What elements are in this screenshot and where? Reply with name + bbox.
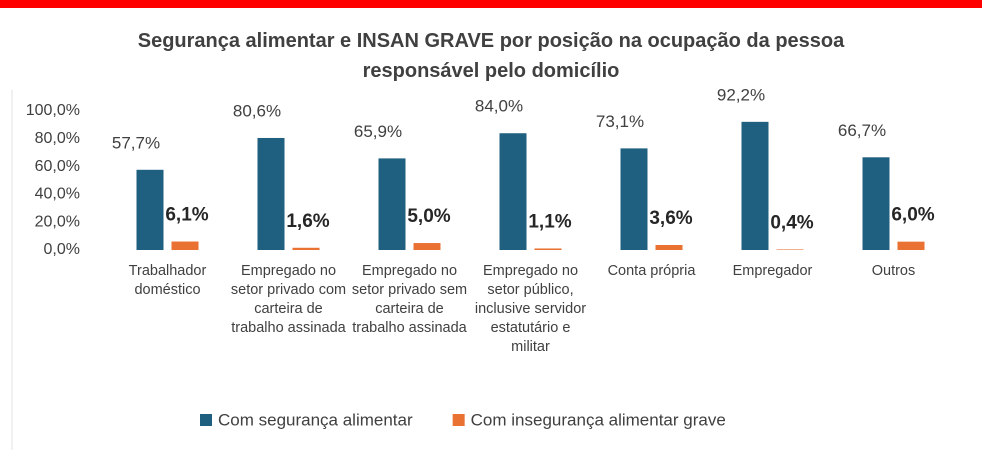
value-label: 1,6%: [286, 211, 329, 232]
value-label: 6,0%: [891, 205, 934, 226]
bar: [655, 244, 683, 250]
value-label: 3,6%: [649, 208, 692, 229]
x-tick-label: Empregado no setor privado com carteira …: [230, 263, 347, 336]
bar: [413, 243, 441, 250]
bar: [776, 249, 804, 250]
value-label: 5,0%: [407, 206, 450, 227]
bar: [292, 247, 320, 250]
x-tick-label: Empregador: [732, 263, 813, 279]
value-label: 84,0%: [475, 97, 523, 116]
y-tick-label: 80,0%: [35, 130, 80, 147]
value-label: 73,1%: [596, 112, 644, 131]
bar: [741, 121, 769, 250]
y-tick-label: 100,0%: [26, 102, 80, 119]
y-tick-label: 40,0%: [35, 186, 80, 203]
value-label: 1,1%: [528, 211, 571, 232]
x-tick-label: Empregado no setor público, inclusive se…: [474, 263, 587, 355]
x-tick-label: Outros: [871, 263, 916, 279]
value-label: 0,4%: [770, 212, 813, 233]
x-tick-label: Trabalhador doméstico: [128, 263, 207, 298]
value-label: 65,9%: [354, 122, 402, 141]
value-label: 6,1%: [165, 205, 208, 226]
x-tick-label: Empregado no setor privado sem carteira …: [351, 263, 468, 336]
legend-label: Com insegurança alimentar grave: [471, 410, 726, 429]
top-banner: [0, 0, 982, 8]
value-label: 66,7%: [838, 121, 886, 140]
bar: [534, 248, 562, 250]
value-label: 57,7%: [112, 133, 160, 152]
y-tick-label: 60,0%: [35, 158, 80, 175]
bar: [257, 137, 285, 250]
y-tick-label: 20,0%: [35, 213, 80, 230]
bar: [378, 158, 406, 250]
bar: [499, 133, 527, 250]
chart-title: Segurança alimentar e INSAN GRAVE por po…: [137, 30, 845, 82]
x-tick-label: Conta própria: [607, 263, 696, 279]
bar: [897, 241, 925, 250]
y-tick-label: 0,0%: [44, 241, 80, 258]
value-label: 80,6%: [233, 101, 281, 120]
bar: [136, 169, 164, 250]
bar: [862, 157, 890, 250]
value-label: 92,2%: [717, 85, 765, 104]
bar: [620, 148, 648, 250]
bar: [171, 241, 199, 250]
legend-swatch: [452, 414, 465, 426]
legend-swatch: [200, 414, 212, 426]
legend-label: Com segurança alimentar: [218, 410, 413, 429]
